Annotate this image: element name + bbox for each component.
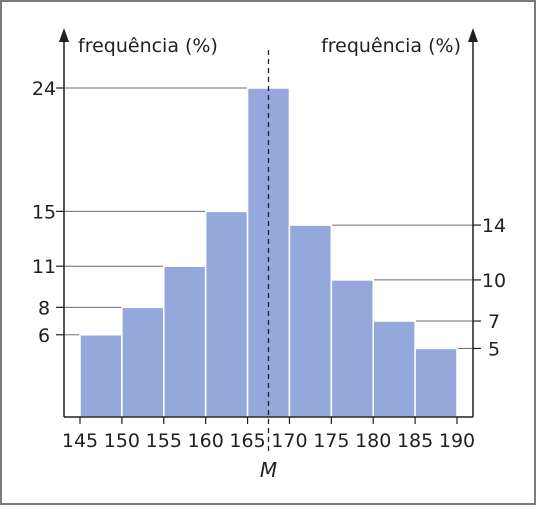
left-y-tick-label: 11: [32, 256, 56, 278]
histogram-bar: [414, 347, 458, 418]
left-y-tick-label: 15: [32, 201, 56, 223]
left-y-axis-title: frequência (%): [78, 35, 218, 57]
histogram-bar: [163, 265, 207, 418]
right-y-tick-label: 5: [488, 338, 500, 360]
left-y-tick-label: 6: [38, 325, 50, 347]
left-y-tick-label: 24: [32, 78, 56, 100]
histogram-bar: [121, 306, 165, 418]
left-axis-arrow: [59, 28, 69, 42]
x-tick-label: 145: [62, 430, 98, 452]
x-tick-label: 180: [355, 430, 391, 452]
x-tick-label: 160: [188, 430, 224, 452]
right-y-tick-label: 14: [482, 215, 506, 237]
x-tick-label: 170: [271, 430, 307, 452]
histogram-bar: [204, 210, 249, 418]
right-y-axis-title: frequência (%): [321, 35, 461, 57]
histogram-bar: [372, 320, 416, 418]
median-label: M: [260, 458, 277, 482]
histogram-bar: [288, 224, 333, 418]
x-tick-label: 175: [313, 430, 349, 452]
right-axis-arrow: [468, 28, 478, 42]
histogram-bar: [79, 334, 123, 418]
right-y-tick-label: 7: [488, 311, 500, 333]
x-tick-label: 185: [397, 430, 433, 452]
right-y-tick-label: 10: [482, 270, 506, 292]
x-tick-label: 165: [229, 430, 265, 452]
left-y-tick-label: 8: [38, 297, 50, 319]
histogram-bar: [330, 279, 374, 418]
x-tick-label: 150: [104, 430, 140, 452]
x-tick-label: 155: [146, 430, 182, 452]
x-tick-label: 190: [439, 430, 475, 452]
